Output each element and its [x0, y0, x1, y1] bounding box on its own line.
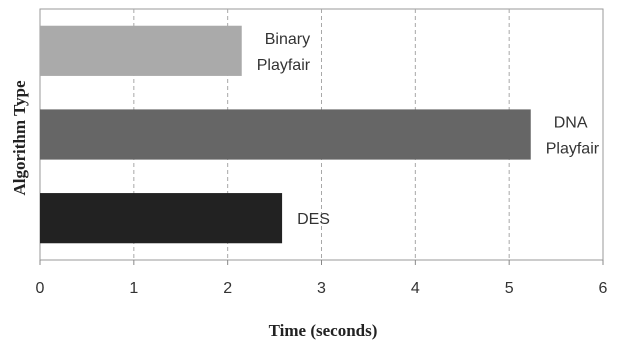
x-tick-label-0: 0 — [36, 280, 45, 297]
x-tick-label-5: 5 — [505, 280, 514, 297]
bar-label-0: Binary Playfair — [257, 31, 311, 74]
bar-label-2-line-0: DES — [297, 211, 330, 228]
y-axis-title: Algorithm Type — [10, 80, 29, 196]
bar-label-1: DNA Playfair — [546, 115, 600, 158]
x-axis: 0 1 2 3 4 5 6 — [36, 260, 608, 297]
x-tick-label-2: 2 — [223, 280, 232, 297]
bar-label-1-line-1: Playfair — [546, 141, 600, 158]
bars: Binary Playfair DNA Playfair DES — [40, 25, 600, 244]
x-axis-title: Time (seconds) — [269, 321, 378, 340]
x-tick-label-3: 3 — [317, 280, 326, 297]
x-tick-label-6: 6 — [599, 280, 608, 297]
bar-label-0-line-0: Binary — [265, 31, 310, 48]
bar-1 — [40, 109, 531, 160]
x-tick-label-1: 1 — [129, 280, 138, 297]
x-tick-label-4: 4 — [411, 280, 420, 297]
bar-label-0-line-1: Playfair — [257, 57, 311, 74]
bar-label-2: DES — [297, 211, 330, 228]
bar-2 — [40, 193, 283, 244]
bar-0 — [40, 25, 242, 76]
bar-label-1-line-0: DNA — [554, 115, 588, 132]
